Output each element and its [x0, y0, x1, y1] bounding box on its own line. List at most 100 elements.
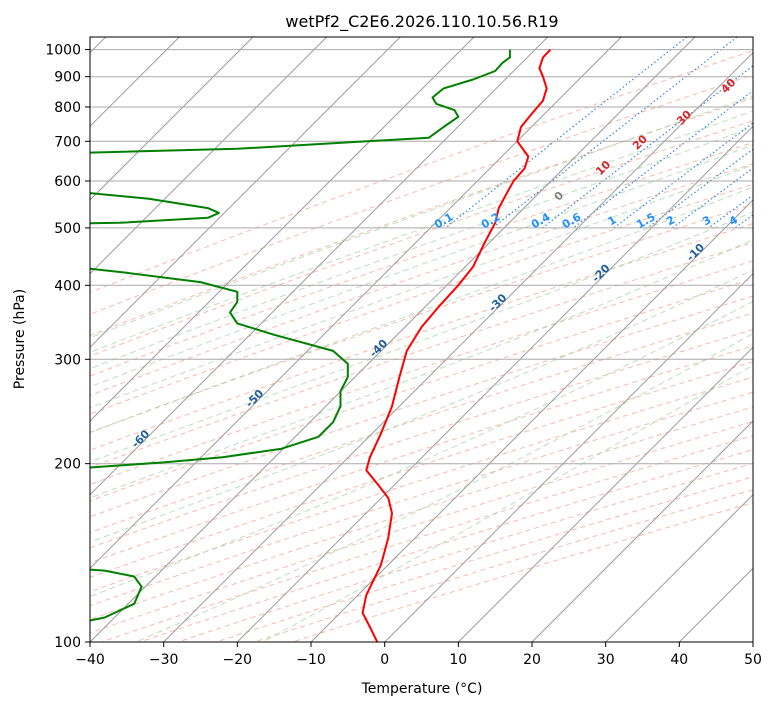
dry-adiabat	[90, 295, 753, 518]
moist-adiabat-label: 10	[593, 158, 613, 178]
dry-adiabat	[292, 502, 753, 642]
mixing-ratio-line	[613, 122, 753, 229]
dry-adiabat	[90, 142, 753, 377]
x-tick-label: 10	[449, 652, 467, 668]
y-tick-label: 500	[54, 221, 81, 237]
moist-adiabat	[262, 364, 753, 642]
dry-adiabat	[177, 462, 753, 642]
y-tick-label: 100	[54, 635, 81, 651]
dry-adiabat	[90, 97, 753, 337]
dry-adiabat	[90, 223, 753, 451]
x-tick-label: −10	[296, 652, 326, 668]
mixing-ratio-line	[492, 37, 738, 229]
x-axis-title: Temperature (°C)	[361, 681, 483, 697]
grid-lines	[90, 37, 753, 642]
isotherm-line	[90, 37, 475, 422]
moist-adiabat	[90, 300, 753, 597]
mixing-ratio-label: 2	[664, 213, 677, 228]
isotherm-line	[163, 51, 753, 642]
x-tick-label: −40	[75, 652, 105, 668]
mixing-ratio-line	[572, 89, 753, 229]
isotherm-label: -30	[486, 291, 509, 314]
isotherm-label: -70	[20, 463, 43, 486]
moist-adiabat	[90, 164, 753, 409]
dry-adiabat	[90, 74, 753, 315]
moist-adiabat-label: 0	[552, 189, 567, 204]
isotherm-label: -20	[589, 261, 612, 284]
dewpoint-line	[90, 49, 511, 622]
dry-adiabat	[90, 203, 753, 433]
x-tick-label: −20	[223, 652, 253, 668]
dry-adiabat	[90, 329, 753, 549]
mixing-ratio-line	[708, 194, 753, 229]
x-tick-label: 50	[744, 652, 762, 668]
isotherm-line	[236, 125, 753, 642]
y-tick-label: 800	[54, 100, 81, 116]
dry-adiabat	[90, 376, 753, 593]
isotherm-line	[90, 37, 401, 349]
y-tick-label: 300	[54, 352, 81, 368]
moist-adiabat	[90, 239, 753, 499]
moist-adiabat	[90, 95, 753, 339]
isotherm-line	[310, 199, 753, 642]
isotherm-line	[752, 641, 753, 642]
y-tick-label: 700	[54, 134, 81, 150]
axis-ticks: −40 −30 −20 −10 0 10 20 30 40 5010020030040050060…	[45, 43, 762, 668]
dry-adiabat	[90, 183, 753, 415]
y-tick-label: 1000	[45, 43, 81, 59]
y-tick-label: 900	[54, 70, 81, 86]
temperature-line	[361, 48, 552, 642]
line-labels: 0.10.20.40.611.52346810131620253036-100-…	[20, 76, 775, 486]
dry-adiabat	[90, 50, 753, 293]
series-lines	[90, 48, 552, 642]
x-tick-label: 40	[670, 652, 688, 668]
mixing-ratio-label: 6	[766, 213, 775, 228]
isotherm-line	[531, 420, 753, 642]
dry-adiabat	[90, 260, 753, 485]
mixing-ratio-line	[542, 65, 753, 229]
dry-adiabat	[101, 435, 753, 642]
mixing-ratio-label: 4	[727, 213, 740, 228]
dry-adiabat	[90, 120, 753, 357]
isotherm-line	[605, 493, 753, 642]
moist-adiabat-label: 20	[630, 132, 650, 152]
dry-adiabat	[90, 278, 753, 502]
background-lines	[90, 37, 753, 642]
x-tick-label: −30	[149, 652, 179, 668]
isotherm-label: -40	[367, 337, 390, 360]
dry-adiabat	[90, 241, 753, 469]
isotherm-line	[384, 272, 753, 642]
isotherm-line	[678, 567, 753, 642]
isotherm-line	[90, 37, 622, 570]
isotherm-line	[90, 37, 696, 642]
moist-adiabat-label: 30	[674, 107, 694, 127]
chart-title: wetPf2_C2E6.2026.110.10.56.R19	[285, 12, 558, 32]
mixing-ratio-line	[672, 167, 753, 229]
x-tick-label: 30	[597, 652, 615, 668]
dry-adiabat	[90, 163, 753, 396]
x-tick-label: 20	[523, 652, 541, 668]
moist-adiabat	[90, 110, 753, 354]
isotherm-line	[90, 37, 328, 275]
mixing-ratio-line	[734, 214, 753, 229]
isotherm-line	[90, 37, 549, 496]
moist-adiabat	[90, 269, 753, 543]
isotherm-label: -60	[129, 427, 152, 450]
dry-adiabat	[90, 361, 753, 578]
y-axis-title: Pressure (hPa)	[12, 289, 28, 389]
isotherm-line	[457, 346, 753, 642]
y-tick-label: 600	[54, 174, 81, 190]
dry-adiabat	[215, 476, 753, 642]
moist-adiabat	[90, 144, 753, 388]
dry-adiabat	[90, 312, 753, 534]
plot-frame	[89, 36, 754, 643]
dry-adiabat	[90, 345, 753, 564]
y-tick-label: 200	[54, 457, 81, 473]
dry-adiabat	[90, 391, 753, 607]
moist-adiabat	[135, 333, 753, 642]
moist-adiabat	[90, 126, 753, 370]
isotherm-label: -50	[243, 387, 266, 410]
moist-adiabat	[90, 211, 753, 463]
isotherm-line	[90, 37, 254, 201]
